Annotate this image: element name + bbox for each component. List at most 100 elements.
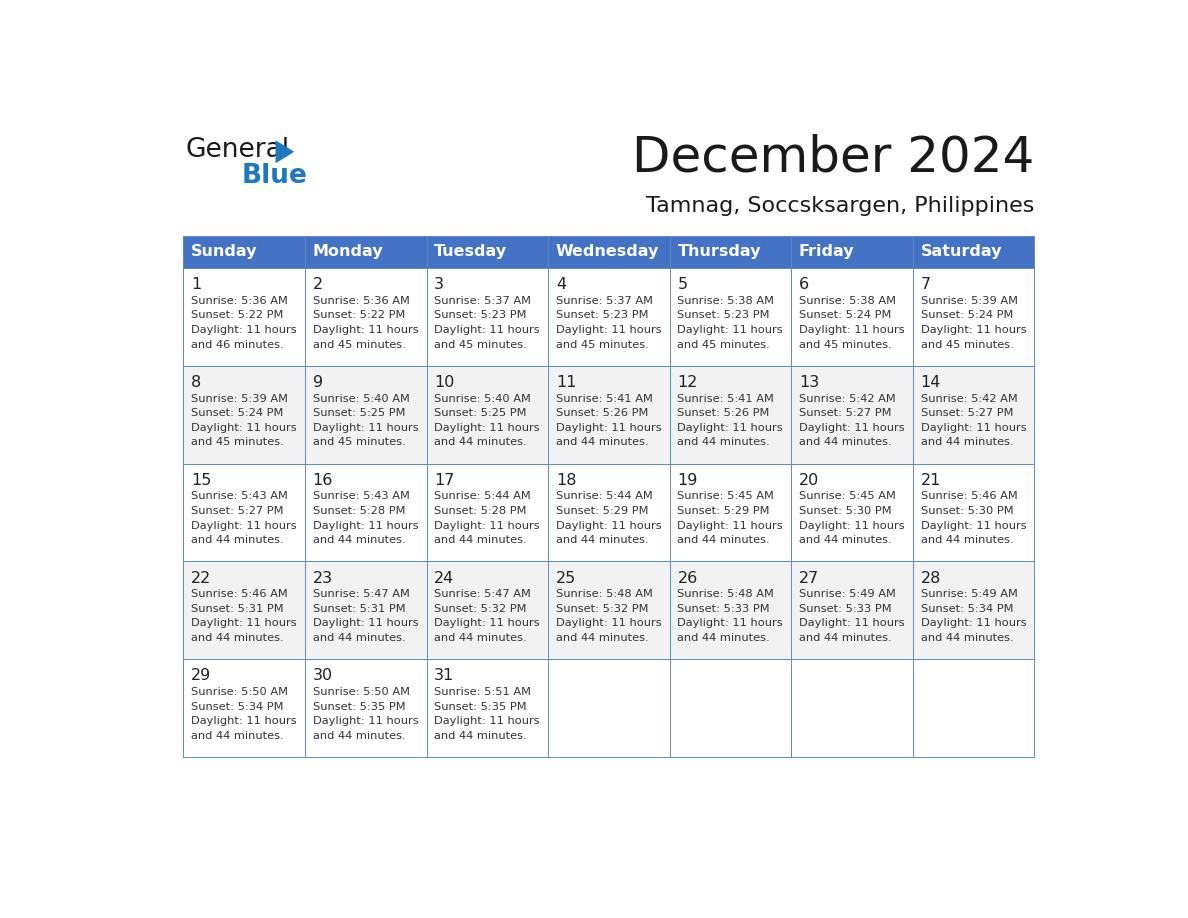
Text: Daylight: 11 hours: Daylight: 11 hours: [677, 325, 783, 335]
Text: and 44 minutes.: and 44 minutes.: [800, 437, 891, 447]
Text: Daylight: 11 hours: Daylight: 11 hours: [921, 619, 1026, 628]
Text: and 44 minutes.: and 44 minutes.: [435, 437, 527, 447]
Text: 3: 3: [435, 277, 444, 292]
Text: Sunset: 5:32 PM: Sunset: 5:32 PM: [435, 604, 526, 614]
Text: and 45 minutes.: and 45 minutes.: [921, 340, 1013, 350]
Text: Sunset: 5:24 PM: Sunset: 5:24 PM: [191, 409, 284, 419]
Text: and 44 minutes.: and 44 minutes.: [921, 535, 1013, 545]
Bar: [791, 236, 912, 268]
Text: Sunrise: 5:46 AM: Sunrise: 5:46 AM: [191, 589, 287, 599]
Bar: [305, 236, 426, 268]
Text: and 44 minutes.: and 44 minutes.: [435, 633, 527, 643]
Text: Sunset: 5:25 PM: Sunset: 5:25 PM: [435, 409, 526, 419]
Text: Sunday: Sunday: [191, 244, 258, 260]
Text: and 44 minutes.: and 44 minutes.: [800, 535, 891, 545]
Text: Sunrise: 5:50 AM: Sunrise: 5:50 AM: [312, 687, 410, 697]
Text: Monday: Monday: [312, 244, 384, 260]
Text: and 44 minutes.: and 44 minutes.: [191, 633, 284, 643]
Text: and 44 minutes.: and 44 minutes.: [677, 633, 770, 643]
Text: 29: 29: [191, 668, 211, 683]
Text: Sunrise: 5:41 AM: Sunrise: 5:41 AM: [677, 394, 775, 404]
Text: 19: 19: [677, 473, 697, 487]
Text: 16: 16: [312, 473, 333, 487]
Text: Sunset: 5:23 PM: Sunset: 5:23 PM: [677, 310, 770, 320]
Text: Sunrise: 5:40 AM: Sunrise: 5:40 AM: [435, 394, 531, 404]
Text: and 44 minutes.: and 44 minutes.: [191, 731, 284, 741]
Text: Daylight: 11 hours: Daylight: 11 hours: [800, 619, 904, 628]
Text: and 44 minutes.: and 44 minutes.: [800, 633, 891, 643]
Text: Sunrise: 5:45 AM: Sunrise: 5:45 AM: [800, 491, 896, 501]
Text: Blue: Blue: [241, 163, 308, 189]
Text: Daylight: 11 hours: Daylight: 11 hours: [677, 423, 783, 432]
Text: Sunrise: 5:47 AM: Sunrise: 5:47 AM: [312, 589, 410, 599]
Text: 24: 24: [435, 571, 455, 586]
Text: 17: 17: [435, 473, 455, 487]
Text: 21: 21: [921, 473, 941, 487]
Text: Sunset: 5:33 PM: Sunset: 5:33 PM: [800, 604, 891, 614]
Polygon shape: [276, 140, 295, 163]
Text: Daylight: 11 hours: Daylight: 11 hours: [191, 325, 297, 335]
Text: Sunrise: 5:50 AM: Sunrise: 5:50 AM: [191, 687, 289, 697]
Text: Sunrise: 5:41 AM: Sunrise: 5:41 AM: [556, 394, 652, 404]
Text: 18: 18: [556, 473, 576, 487]
Text: Daylight: 11 hours: Daylight: 11 hours: [677, 521, 783, 531]
Text: Sunset: 5:22 PM: Sunset: 5:22 PM: [191, 310, 284, 320]
Bar: [426, 236, 548, 268]
Text: Sunrise: 5:45 AM: Sunrise: 5:45 AM: [677, 491, 775, 501]
Text: Sunrise: 5:44 AM: Sunrise: 5:44 AM: [556, 491, 652, 501]
Text: Sunrise: 5:48 AM: Sunrise: 5:48 AM: [556, 589, 652, 599]
Text: and 46 minutes.: and 46 minutes.: [191, 340, 284, 350]
Text: Daylight: 11 hours: Daylight: 11 hours: [191, 423, 297, 432]
Text: Sunset: 5:30 PM: Sunset: 5:30 PM: [921, 506, 1013, 516]
Text: 11: 11: [556, 375, 576, 390]
Text: 10: 10: [435, 375, 455, 390]
Text: Sunrise: 5:39 AM: Sunrise: 5:39 AM: [191, 394, 289, 404]
Text: Wednesday: Wednesday: [556, 244, 659, 260]
Text: 30: 30: [312, 668, 333, 683]
Text: Daylight: 11 hours: Daylight: 11 hours: [435, 325, 539, 335]
Text: Tamnag, Soccsksargen, Philippines: Tamnag, Soccsksargen, Philippines: [646, 196, 1035, 217]
Text: Daylight: 11 hours: Daylight: 11 hours: [556, 619, 662, 628]
Text: and 45 minutes.: and 45 minutes.: [556, 340, 649, 350]
Text: General: General: [185, 137, 290, 163]
Text: Sunset: 5:27 PM: Sunset: 5:27 PM: [921, 409, 1013, 419]
Text: 7: 7: [921, 277, 930, 292]
Text: Daylight: 11 hours: Daylight: 11 hours: [921, 423, 1026, 432]
Text: Sunset: 5:29 PM: Sunset: 5:29 PM: [677, 506, 770, 516]
Text: Daylight: 11 hours: Daylight: 11 hours: [800, 423, 904, 432]
Text: Daylight: 11 hours: Daylight: 11 hours: [191, 521, 297, 531]
Text: and 44 minutes.: and 44 minutes.: [921, 633, 1013, 643]
Text: Daylight: 11 hours: Daylight: 11 hours: [435, 716, 539, 726]
Text: Sunrise: 5:43 AM: Sunrise: 5:43 AM: [191, 491, 287, 501]
Text: Sunrise: 5:36 AM: Sunrise: 5:36 AM: [191, 296, 287, 306]
Text: and 45 minutes.: and 45 minutes.: [191, 437, 284, 447]
Text: Sunset: 5:27 PM: Sunset: 5:27 PM: [191, 506, 284, 516]
Text: 5: 5: [677, 277, 688, 292]
Text: 31: 31: [435, 668, 455, 683]
Text: Sunrise: 5:49 AM: Sunrise: 5:49 AM: [800, 589, 896, 599]
Text: Sunset: 5:28 PM: Sunset: 5:28 PM: [312, 506, 405, 516]
Text: Sunset: 5:22 PM: Sunset: 5:22 PM: [312, 310, 405, 320]
Text: 25: 25: [556, 571, 576, 586]
Text: Sunrise: 5:39 AM: Sunrise: 5:39 AM: [921, 296, 1017, 306]
Text: Daylight: 11 hours: Daylight: 11 hours: [800, 325, 904, 335]
Text: and 44 minutes.: and 44 minutes.: [556, 535, 649, 545]
Text: Daylight: 11 hours: Daylight: 11 hours: [312, 325, 418, 335]
Text: Sunset: 5:31 PM: Sunset: 5:31 PM: [191, 604, 284, 614]
Text: Sunrise: 5:44 AM: Sunrise: 5:44 AM: [435, 491, 531, 501]
Text: Daylight: 11 hours: Daylight: 11 hours: [556, 325, 662, 335]
Bar: [183, 236, 305, 268]
Text: Sunset: 5:27 PM: Sunset: 5:27 PM: [800, 409, 891, 419]
Text: Sunset: 5:30 PM: Sunset: 5:30 PM: [800, 506, 891, 516]
Text: and 45 minutes.: and 45 minutes.: [435, 340, 527, 350]
Text: and 45 minutes.: and 45 minutes.: [312, 340, 405, 350]
Text: and 44 minutes.: and 44 minutes.: [435, 535, 527, 545]
Text: 1: 1: [191, 277, 202, 292]
Text: Daylight: 11 hours: Daylight: 11 hours: [556, 423, 662, 432]
Text: 27: 27: [800, 571, 820, 586]
Text: and 44 minutes.: and 44 minutes.: [556, 437, 649, 447]
Bar: [183, 562, 1035, 659]
Text: Daylight: 11 hours: Daylight: 11 hours: [312, 521, 418, 531]
Text: Sunset: 5:24 PM: Sunset: 5:24 PM: [921, 310, 1013, 320]
Text: Sunrise: 5:47 AM: Sunrise: 5:47 AM: [435, 589, 531, 599]
